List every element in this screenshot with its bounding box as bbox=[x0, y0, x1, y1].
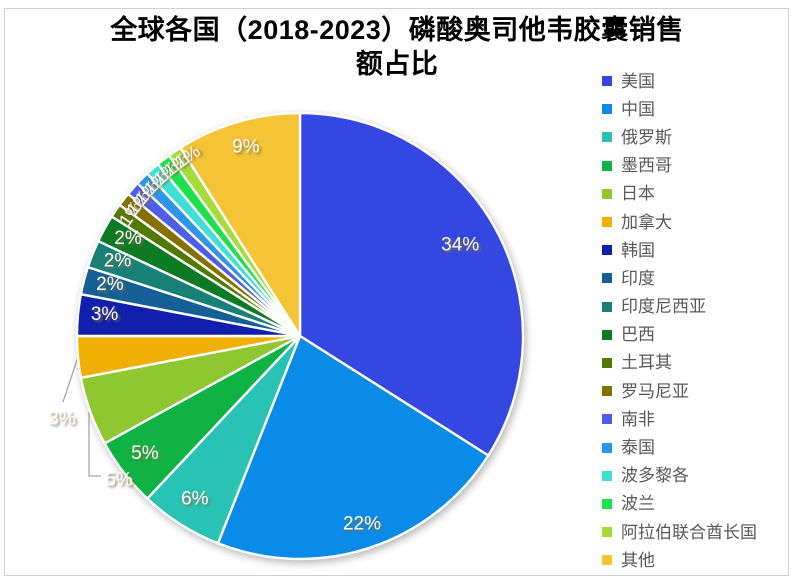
legend-label-china: 中国 bbox=[621, 99, 655, 119]
legend-item-usa[interactable]: 美国 bbox=[602, 67, 757, 95]
legend-item-brazil[interactable]: 巴西 bbox=[602, 321, 757, 349]
chart-title: 全球各国（2018-2023）磷酸奥司他韦胶囊销售 额占比 bbox=[0, 13, 794, 81]
legend-label-mexico: 墨西哥 bbox=[621, 156, 672, 176]
legend-swatch-russia bbox=[602, 132, 612, 143]
legend-swatch-puerto-rico bbox=[602, 470, 612, 481]
legend-item-canada[interactable]: 加拿大 bbox=[602, 208, 757, 236]
slice-label-usa: 34% bbox=[441, 235, 479, 256]
legend-item-other[interactable]: 其他 bbox=[602, 546, 757, 574]
legend-label-japan: 日本 bbox=[621, 184, 655, 204]
legend-item-mexico[interactable]: 墨西哥 bbox=[602, 152, 757, 180]
legend-label-indonesia: 印度尼西亚 bbox=[621, 297, 706, 317]
legend-label-india: 印度 bbox=[621, 268, 655, 288]
legend-item-turkey[interactable]: 土耳其 bbox=[602, 349, 757, 377]
slice-label-mexico: 5% bbox=[131, 443, 159, 464]
legend-label-russia: 俄罗斯 bbox=[621, 127, 672, 147]
legend-label-thailand: 泰国 bbox=[621, 438, 655, 458]
legend-item-india[interactable]: 印度 bbox=[602, 264, 757, 292]
legend-item-japan[interactable]: 日本 bbox=[602, 180, 757, 208]
legend-item-china[interactable]: 中国 bbox=[602, 95, 757, 123]
pie-slice-usa[interactable] bbox=[298, 111, 525, 457]
legend-label-romania: 罗马尼亚 bbox=[621, 381, 689, 401]
legend-label-turkey: 土耳其 bbox=[621, 353, 672, 373]
pie-slice-other[interactable] bbox=[179, 111, 302, 338]
legend-item-thailand[interactable]: 泰国 bbox=[602, 433, 757, 461]
leader-line-japan bbox=[88, 412, 101, 477]
legend-label-puerto-rico: 波多黎各 bbox=[621, 466, 689, 486]
legend-swatch-mexico bbox=[602, 160, 612, 171]
legend-swatch-romania bbox=[602, 386, 612, 397]
legend-swatch-uae bbox=[602, 527, 612, 538]
slice-label-brazil: 2% bbox=[114, 228, 142, 249]
legend-swatch-turkey bbox=[602, 357, 612, 368]
legend-label-brazil: 巴西 bbox=[621, 325, 655, 345]
slice-label-japan: 5% bbox=[105, 470, 133, 491]
legend-swatch-south-africa bbox=[602, 414, 612, 425]
slice-label-canada: 3% bbox=[48, 409, 76, 430]
chart-title-line2: 额占比 bbox=[355, 49, 439, 79]
legend-item-poland[interactable]: 波兰 bbox=[602, 490, 757, 518]
legend: 美国中国俄罗斯墨西哥日本加拿大韩国印度印度尼西亚巴西土耳其罗马尼亚南非泰国波多黎… bbox=[602, 67, 757, 574]
legend-swatch-other bbox=[602, 555, 612, 566]
slice-label-china: 22% bbox=[343, 514, 381, 535]
legend-item-puerto-rico[interactable]: 波多黎各 bbox=[602, 462, 757, 490]
legend-item-uae[interactable]: 阿拉伯联合酋长国 bbox=[602, 518, 757, 546]
slice-label-south-korea: 3% bbox=[91, 304, 119, 325]
legend-item-russia[interactable]: 俄罗斯 bbox=[602, 123, 757, 151]
legend-swatch-china bbox=[602, 104, 612, 115]
slice-label-other: 9% bbox=[232, 136, 260, 157]
legend-item-south-korea[interactable]: 韩国 bbox=[602, 236, 757, 264]
legend-swatch-poland bbox=[602, 498, 612, 509]
legend-swatch-japan bbox=[602, 188, 612, 199]
legend-label-south-africa: 南非 bbox=[621, 409, 655, 429]
legend-item-romania[interactable]: 罗马尼亚 bbox=[602, 377, 757, 405]
legend-item-indonesia[interactable]: 印度尼西亚 bbox=[602, 293, 757, 321]
legend-swatch-indonesia bbox=[602, 301, 612, 312]
legend-label-canada: 加拿大 bbox=[621, 212, 672, 232]
legend-swatch-usa bbox=[602, 76, 612, 87]
legend-label-south-korea: 韩国 bbox=[621, 240, 655, 260]
legend-swatch-canada bbox=[602, 217, 612, 228]
pie-slice-china[interactable] bbox=[216, 334, 490, 561]
legend-label-usa: 美国 bbox=[621, 71, 655, 91]
legend-label-uae: 阿拉伯联合酋长国 bbox=[621, 522, 757, 542]
leader-line-canada bbox=[62, 356, 79, 403]
legend-swatch-brazil bbox=[602, 329, 612, 340]
legend-swatch-india bbox=[602, 273, 612, 284]
slice-label-india: 2% bbox=[96, 274, 124, 295]
slice-label-russia: 6% bbox=[181, 488, 209, 509]
legend-label-poland: 波兰 bbox=[621, 494, 655, 514]
legend-label-other: 其他 bbox=[621, 550, 655, 570]
legend-swatch-thailand bbox=[602, 442, 612, 453]
chart-title-line1: 全球各国（2018-2023）磷酸奥司他韦胶囊销售 bbox=[110, 15, 684, 45]
legend-item-south-africa[interactable]: 南非 bbox=[602, 405, 757, 433]
slice-label-indonesia: 2% bbox=[104, 250, 132, 271]
legend-swatch-south-korea bbox=[602, 245, 612, 256]
